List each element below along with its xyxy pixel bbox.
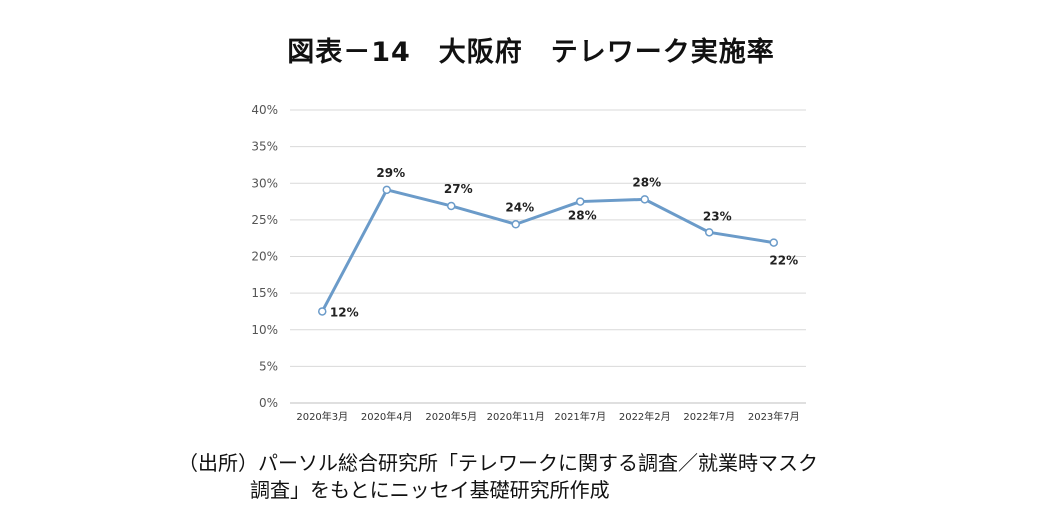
y-tick-label: 5% bbox=[259, 359, 278, 373]
data-label: 23% bbox=[703, 209, 732, 223]
gridlines bbox=[290, 109, 806, 404]
y-tick-label: 15% bbox=[251, 286, 278, 300]
data-label: 24% bbox=[505, 200, 534, 214]
data-label: 29% bbox=[376, 166, 405, 180]
chart-title: 図表－14 大阪府 テレワーク実施率 bbox=[287, 37, 775, 68]
y-tick-label: 20% bbox=[251, 250, 278, 264]
y-axis-ticks: 0% 5% 10% 15% 20% 25% 30% 35% 40% bbox=[251, 103, 278, 410]
x-tick-label: 2020年3月 bbox=[296, 410, 348, 423]
data-label: 12% bbox=[330, 305, 359, 319]
data-label: 27% bbox=[444, 182, 473, 196]
data-label: 28% bbox=[632, 175, 661, 189]
x-tick-label: 2020年11月 bbox=[487, 410, 545, 423]
y-tick-label: 40% bbox=[251, 103, 278, 117]
x-tick-label: 2022年2月 bbox=[619, 410, 671, 423]
data-label: 22% bbox=[769, 254, 798, 268]
data-point bbox=[318, 307, 327, 316]
x-tick-label: 2022年7月 bbox=[683, 410, 735, 423]
x-tick-label: 2021年7月 bbox=[554, 410, 606, 423]
series-layer bbox=[318, 185, 778, 316]
x-axis-ticks: 2020年3月 2020年4月 2020年5月 2020年11月 2021年7月 2022… bbox=[296, 410, 799, 423]
y-tick-label: 10% bbox=[251, 323, 278, 337]
data-point bbox=[511, 220, 520, 229]
data-point bbox=[705, 228, 714, 237]
data-point bbox=[447, 201, 456, 211]
data-point bbox=[576, 197, 585, 206]
data-point bbox=[640, 195, 649, 204]
y-tick-label: 0% bbox=[259, 396, 278, 410]
data-point bbox=[382, 185, 391, 195]
series-line bbox=[320, 188, 774, 313]
data-label: 28% bbox=[568, 209, 597, 223]
x-tick-label: 2020年4月 bbox=[361, 410, 413, 423]
data-point bbox=[769, 238, 778, 247]
x-tick-label: 2023年7月 bbox=[748, 410, 800, 423]
data-labels: 12% 29% 27% 24% 28% 28% 23% 22% bbox=[330, 166, 798, 320]
y-tick-label: 35% bbox=[251, 140, 278, 154]
source-line-1: （出所）パーソル総合研究所「テレワークに関する調査／就業時マスク bbox=[178, 451, 818, 475]
x-tick-label: 2020年5月 bbox=[425, 410, 477, 423]
y-tick-label: 30% bbox=[251, 176, 278, 190]
source-line-2: 調査」をもとにニッセイ基礎研究所作成 bbox=[250, 478, 610, 502]
y-tick-label: 25% bbox=[251, 213, 278, 227]
source-note: （出所）パーソル総合研究所「テレワークに関する調査／就業時マスク 調査」をもとに… bbox=[178, 450, 818, 504]
